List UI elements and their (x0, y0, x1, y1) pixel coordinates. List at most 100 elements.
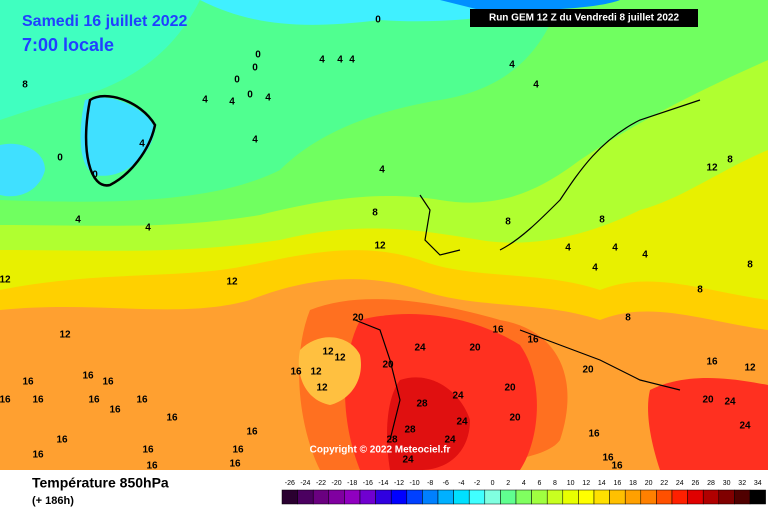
contour-label: 8 (599, 215, 605, 226)
contour-label: 16 (290, 367, 302, 378)
contour-label: 20 (469, 343, 481, 354)
scale-label: -20 (332, 480, 342, 487)
scale-swatch (734, 489, 751, 505)
contour-label: 24 (414, 343, 426, 354)
contour-label: 4 (565, 243, 571, 254)
contour-label: 16 (232, 445, 244, 456)
scale-label: 34 (754, 480, 762, 487)
contour-label: 16 (56, 435, 68, 446)
contour-label: 12 (59, 330, 71, 341)
contour-label: 4 (349, 55, 355, 66)
contour-label: 4 (319, 55, 325, 66)
contour-label: 4 (642, 250, 648, 261)
contour-label: 8 (372, 208, 378, 219)
contour-label: 4 (533, 80, 539, 91)
contour-label: 28 (416, 399, 428, 410)
contour-label: 16 (22, 377, 34, 388)
contour-label: 16 (706, 357, 718, 368)
scale-label: 2 (506, 480, 510, 487)
scale-swatch (624, 489, 642, 505)
contour-label: 0 (252, 63, 258, 74)
coastline (354, 319, 401, 441)
contour-label: 12 (226, 277, 238, 288)
contour-label: 4 (252, 135, 258, 146)
scale-label: -6 (443, 480, 449, 487)
scale-label: 6 (537, 480, 541, 487)
scale-swatch (687, 489, 704, 505)
coastline (419, 99, 701, 391)
contour-label: 0 (247, 90, 253, 101)
contour-label: 4 (75, 215, 81, 226)
contour-label: 12 (744, 363, 756, 374)
contour-label: 24 (444, 435, 456, 446)
scale-label: -4 (458, 480, 464, 487)
scale-swatch (578, 489, 595, 505)
contour-label: 16 (142, 445, 154, 456)
contour-label: 12 (334, 353, 346, 364)
contour-label: 4 (337, 55, 343, 66)
contour-label: 0 (234, 75, 240, 86)
contour-label: 24 (739, 421, 751, 432)
scale-label: -18 (347, 480, 357, 487)
contour-label: 8 (747, 260, 753, 271)
contour-label: 4 (139, 139, 145, 150)
coastline (84, 95, 157, 187)
contour-label: 12 (706, 163, 718, 174)
scale-swatch (453, 489, 470, 505)
scale-swatch (468, 489, 486, 505)
contour-label: 4 (612, 243, 618, 254)
footer-title: Température 850hPa (32, 475, 169, 491)
contour-label: 24 (402, 455, 414, 466)
scale-label: 24 (676, 480, 684, 487)
contour-label: 16 (166, 413, 178, 424)
scale-swatch (437, 489, 454, 505)
scale-label: 26 (692, 480, 700, 487)
scale-swatch (297, 489, 314, 505)
contour-label: 16 (611, 461, 623, 472)
scale-label: 18 (629, 480, 637, 487)
contour-label: 8 (625, 313, 631, 324)
scale-label: 4 (522, 480, 526, 487)
temp-zone (387, 377, 470, 470)
scale-label: -10 (410, 480, 420, 487)
contour-label: 8 (727, 155, 733, 166)
scale-swatch (656, 489, 673, 505)
contour-label: 8 (505, 217, 511, 228)
contour-label: 8 (22, 80, 28, 91)
contour-label: 20 (504, 383, 516, 394)
contour-label: 0 (92, 170, 98, 181)
contour-label: 16 (88, 395, 100, 406)
contour-label: 16 (102, 377, 114, 388)
scale-label: 28 (707, 480, 715, 487)
scale-swatch (312, 489, 330, 505)
scale-swatch (515, 489, 532, 505)
scale-label: 10 (567, 480, 575, 487)
contour-label: 16 (602, 453, 614, 464)
contour-label: 16 (32, 450, 44, 461)
temp-zone (298, 337, 361, 405)
scale-label: 32 (738, 480, 746, 487)
scale-swatch (640, 489, 657, 505)
contour-label: 20 (702, 395, 714, 406)
temp-zone (80, 97, 155, 176)
scale-label: 12 (582, 480, 590, 487)
contour-label: 24 (724, 397, 736, 408)
scale-label: 16 (614, 480, 622, 487)
contour-label: 0 (255, 50, 261, 61)
contour-label: 16 (527, 335, 539, 346)
scale-swatch (702, 489, 720, 505)
contour-label: 16 (32, 395, 44, 406)
temp-zone (0, 143, 45, 197)
scale-swatch (500, 489, 517, 505)
scale-swatch (344, 489, 361, 505)
contour-label: 16 (136, 395, 148, 406)
contour-label: 20 (509, 413, 521, 424)
scale-swatch (609, 489, 626, 505)
contour-label: 16 (246, 427, 258, 438)
scale-label: 14 (598, 480, 606, 487)
footer-lead: (+ 186h) (32, 495, 74, 507)
scale-label: 20 (645, 480, 653, 487)
contour-label: 12 (0, 275, 11, 286)
scale-swatch (406, 489, 423, 505)
contour-label: 4 (592, 263, 598, 274)
